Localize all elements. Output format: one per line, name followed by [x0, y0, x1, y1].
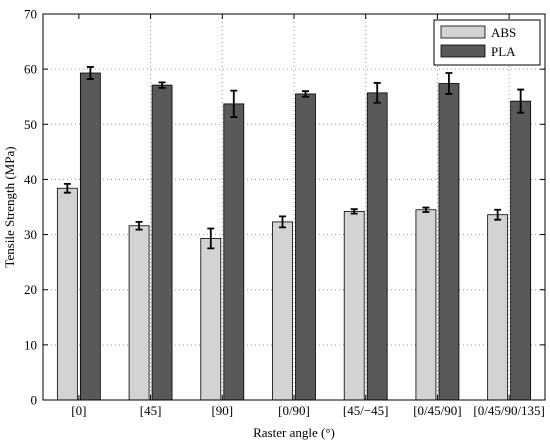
error-bar-pla-3 [230, 89, 238, 119]
bar-pla-5 [366, 92, 388, 401]
bar-pla-2 [151, 84, 173, 401]
y-tick-label-10: 10 [24, 337, 37, 352]
y-tick-label-50: 50 [24, 117, 37, 132]
bar-abs-4 [272, 221, 293, 401]
error-bar-abs-6 [422, 206, 430, 213]
y-tick-label-60: 60 [24, 62, 37, 77]
error-bar-abs-2 [135, 220, 143, 231]
y-tick-label-20: 20 [24, 282, 37, 297]
x-axis-ticks: [0] [45] [90] [0/90] [45/−45] [0/45/90] [0/45/… [71, 14, 545, 418]
grid [43, 14, 545, 400]
bars [56, 72, 532, 401]
legend-swatch-pla [440, 44, 486, 58]
bar-pla-4 [295, 93, 316, 401]
error-bar-abs-3 [207, 227, 215, 250]
x-tick-label-7: [0/45/90/135] [473, 403, 545, 418]
legend-label-abs: ABS [491, 25, 516, 40]
x-tick-label-5: [45/−45] [343, 403, 389, 418]
x-tick-label-2: [45] [140, 403, 162, 418]
bar-pla-1 [79, 72, 101, 401]
error-bar-abs-4 [279, 215, 286, 229]
y-tick-label-40: 40 [24, 172, 37, 187]
legend-swatch-abs [440, 25, 486, 39]
y-axis-label: Tensile Strength (MPa) [2, 146, 17, 267]
bar-pla-6 [438, 83, 460, 401]
error-bar-pla-4 [302, 90, 309, 98]
error-bar-pla-2 [158, 81, 166, 89]
error-bars [63, 66, 525, 250]
legend-label-pla: PLA [491, 44, 516, 59]
error-bar-abs-5 [350, 208, 358, 215]
error-bar-pla-6 [445, 72, 453, 95]
bar-abs-3 [200, 238, 222, 401]
bar-abs-5 [343, 211, 365, 401]
error-bar-pla-5 [373, 82, 381, 104]
bar-pla-7 [510, 100, 532, 401]
bar-pla-3 [223, 103, 245, 401]
x-tick-label-1: [0] [71, 403, 86, 418]
error-bar-abs-1 [63, 182, 71, 194]
y-tick-label-30: 30 [24, 227, 37, 242]
legend: ABS PLA [433, 19, 541, 66]
bar-abs-1 [56, 187, 78, 401]
error-bar-pla-1 [86, 66, 94, 80]
x-tick-label-4: [0/90] [278, 403, 310, 418]
bar-abs-2 [128, 225, 150, 401]
bar-abs-6 [415, 209, 437, 401]
x-tick-label-3: [90] [211, 403, 233, 418]
y-axis-ticks: 0 10 20 30 40 50 60 70 [24, 7, 545, 408]
x-axis-label: Raster angle (°) [253, 425, 335, 440]
error-bar-pla-7 [517, 88, 525, 114]
x-tick-label-6: [0/45/90] [413, 403, 461, 418]
y-tick-label-0: 0 [31, 393, 38, 408]
bar-abs-7 [487, 214, 509, 401]
y-tick-label-70: 70 [24, 7, 37, 22]
error-bar-abs-7 [494, 208, 502, 221]
